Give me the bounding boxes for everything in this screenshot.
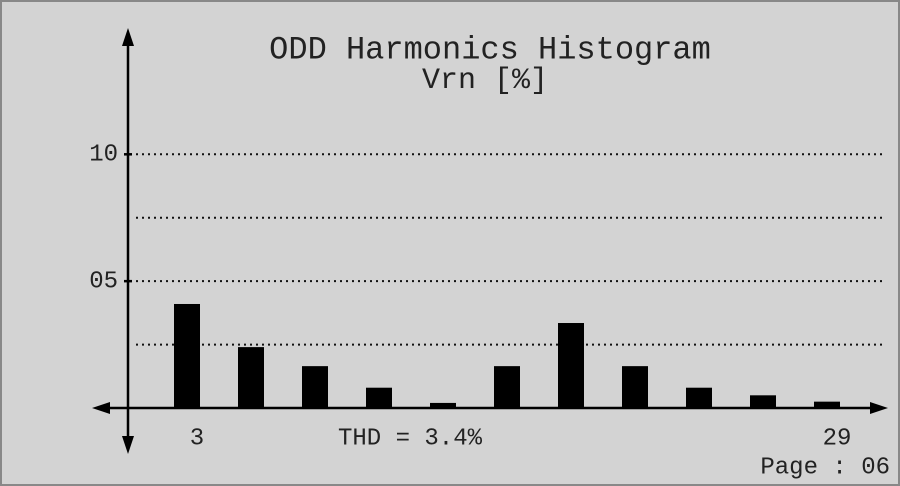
x-tick-label: 3	[190, 425, 204, 452]
x-arrow-left	[92, 402, 110, 414]
y-arrow-down	[122, 436, 134, 454]
x-tick-label: 29	[823, 425, 852, 452]
bar	[814, 401, 840, 408]
bar	[430, 402, 456, 408]
bar	[686, 387, 712, 408]
bar	[494, 366, 520, 408]
chart-subtitle: Vrn [%]	[422, 64, 548, 98]
y-tick-label: 05	[89, 268, 118, 295]
x-arrow-right	[870, 402, 888, 414]
y-tick-label: 10	[89, 142, 118, 169]
chart-title: ODD Harmonics Histogram	[269, 31, 711, 68]
bar	[558, 323, 584, 408]
bar	[302, 366, 328, 408]
bar	[750, 395, 776, 408]
bar	[174, 303, 200, 408]
bar	[366, 387, 392, 408]
y-arrow-up	[122, 28, 134, 46]
page-label: Page : 06	[760, 454, 890, 481]
bar	[238, 347, 264, 408]
bar	[622, 366, 648, 408]
annotation: THD = 3.4%	[338, 425, 483, 452]
